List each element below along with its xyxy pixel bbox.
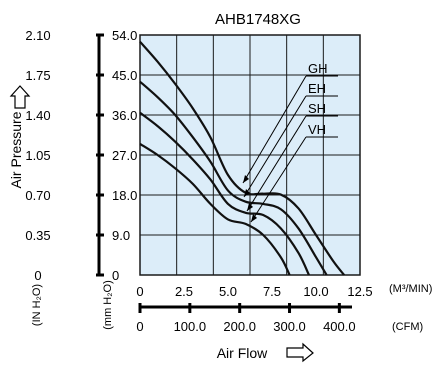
x-tick-label-cfm: 400.0 <box>323 319 356 334</box>
series-leader-arrowhead <box>251 214 257 222</box>
up-arrow-icon <box>9 85 31 109</box>
x-tick-label-cfm: 0 <box>136 319 143 334</box>
series-label-eh: EH <box>308 81 326 96</box>
y-unit-inh2o: (IN H₂O) <box>31 284 43 326</box>
y-tick-label-mmh2o: 9.0 <box>112 228 130 243</box>
y-tick-label-inh2o: 0.70 <box>25 188 50 203</box>
y-tick-label-mmh2o: 0 <box>112 268 119 283</box>
series-leader-arrowhead <box>243 175 249 183</box>
right-arrow-icon <box>286 342 314 363</box>
x-tick-label-m3min: 5.0 <box>219 284 237 299</box>
y-tick-label-inh2o: 1.05 <box>25 148 50 163</box>
series-label-sh: SH <box>308 101 326 116</box>
y-tick-label-mmh2o: 45.0 <box>112 68 137 83</box>
x-axis-label: Air Flow <box>217 345 268 361</box>
y-tick-label-inh2o: 1.75 <box>25 68 50 83</box>
x-unit-m3min: (M³/MIN) <box>389 283 432 295</box>
y-tick-label-inh2o: 2.10 <box>25 28 50 43</box>
y-tick-label-inh2o: 0.35 <box>25 228 50 243</box>
series-label-vh: VH <box>308 122 326 137</box>
y-tick-label-inh2o: 0 <box>34 268 41 283</box>
x-tick-label-cfm: 200.0 <box>223 319 256 334</box>
y-tick-label-mmh2o: 36.0 <box>112 108 137 123</box>
chart-title: AHB1748XG <box>215 11 301 28</box>
x-tick-label-m3min: 0 <box>136 284 143 299</box>
series-leader-line <box>250 136 307 223</box>
x-unit-cfm: (CFM) <box>392 321 423 333</box>
series-leader-line <box>246 115 307 212</box>
series-leader-line <box>242 75 307 184</box>
series-label-gh: GH <box>308 61 328 76</box>
series-leader-arrowhead <box>244 189 250 197</box>
x-tick-label-m3min: 12.5 <box>347 284 372 299</box>
x-tick-label-m3min: 2.5 <box>175 284 193 299</box>
y-tick-label-mmh2o: 18.0 <box>112 188 137 203</box>
y-tick-label-mmh2o: 27.0 <box>112 148 137 163</box>
y-tick-label-inh2o: 1.40 <box>25 108 50 123</box>
x-tick-label-cfm: 100.0 <box>174 319 207 334</box>
x-tick-label-cfm: 300.0 <box>273 319 306 334</box>
series-line-vh <box>139 142 291 276</box>
series-line-sh <box>139 111 310 276</box>
x-tick-label-m3min: 10.0 <box>303 284 328 299</box>
x-tick-label-m3min: 7.5 <box>263 284 281 299</box>
y-tick-label-mmh2o: 54.0 <box>112 28 137 43</box>
series-leader-line <box>243 95 307 198</box>
series-leader-arrowhead <box>247 203 253 211</box>
y-axis-label: Air Pressure <box>8 111 24 188</box>
series-line-eh <box>139 80 328 276</box>
y-unit-mmh2o: (mm H₂O) <box>102 280 114 329</box>
